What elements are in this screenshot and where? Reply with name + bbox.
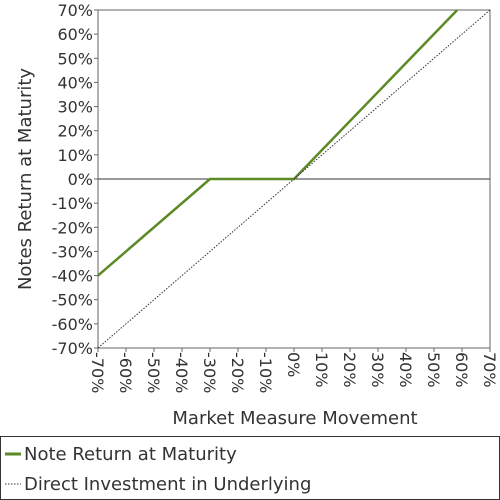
x-axis-ticks: -70% -60% -50% -40% -30% -20% -10% 0% 10% 20% 30% 4… [88, 348, 499, 393]
x-tick-label: 50% [424, 352, 443, 388]
y-tick-label: -50% [52, 291, 93, 310]
y-tick-label: 10% [57, 146, 93, 165]
x-tick-label: 0% [284, 352, 303, 377]
y-axis-title: Notes Return at Maturity [15, 68, 36, 290]
note-return-line [97, 9, 459, 277]
legend-label-note-return: Note Return at Maturity [24, 444, 237, 465]
x-tick-label: 60% [452, 352, 471, 388]
x-tick-label: -60% [116, 352, 135, 393]
y-tick-label: 40% [57, 73, 93, 92]
x-tick-label: -30% [200, 352, 219, 393]
y-tick-label: -60% [52, 315, 93, 334]
x-tick-label: -10% [256, 352, 275, 393]
y-tick-label: 60% [57, 25, 93, 44]
y-tick-label: -70% [52, 339, 93, 358]
x-tick-label: 30% [368, 352, 387, 388]
x-tick-label: -40% [172, 352, 191, 393]
y-tick-label: 70% [57, 1, 93, 20]
direct-investment-line [97, 9, 491, 349]
y-tick-label: -30% [52, 242, 93, 261]
x-tick-label: 10% [312, 352, 331, 388]
y-tick-label: -40% [52, 267, 93, 286]
legend-label-direct-investment: Direct Investment in Underlying [24, 474, 311, 495]
legend: Note Return at Maturity Direct Investmen… [0, 436, 500, 500]
series-lines [97, 9, 491, 349]
y-tick-label: 30% [57, 98, 93, 117]
x-axis-title: Market Measure Movement [172, 408, 417, 429]
x-tick-label: 40% [396, 352, 415, 388]
y-tick-label: 20% [57, 122, 93, 141]
y-tick-label: 0% [68, 170, 93, 189]
y-tick-label: 50% [57, 49, 93, 68]
x-tick-label: -50% [144, 352, 163, 393]
x-tick-label: -70% [88, 352, 107, 393]
x-tick-label: 20% [340, 352, 359, 388]
x-tick-label: 70% [480, 352, 499, 388]
y-axis-ticks: 70% 60% 50% 40% 30% 20% 10% 0% -10% -20% -30% -40% -… [52, 1, 98, 358]
x-tick-label: -20% [228, 352, 247, 393]
y-tick-label: -20% [52, 218, 93, 237]
y-tick-label: -10% [52, 194, 93, 213]
